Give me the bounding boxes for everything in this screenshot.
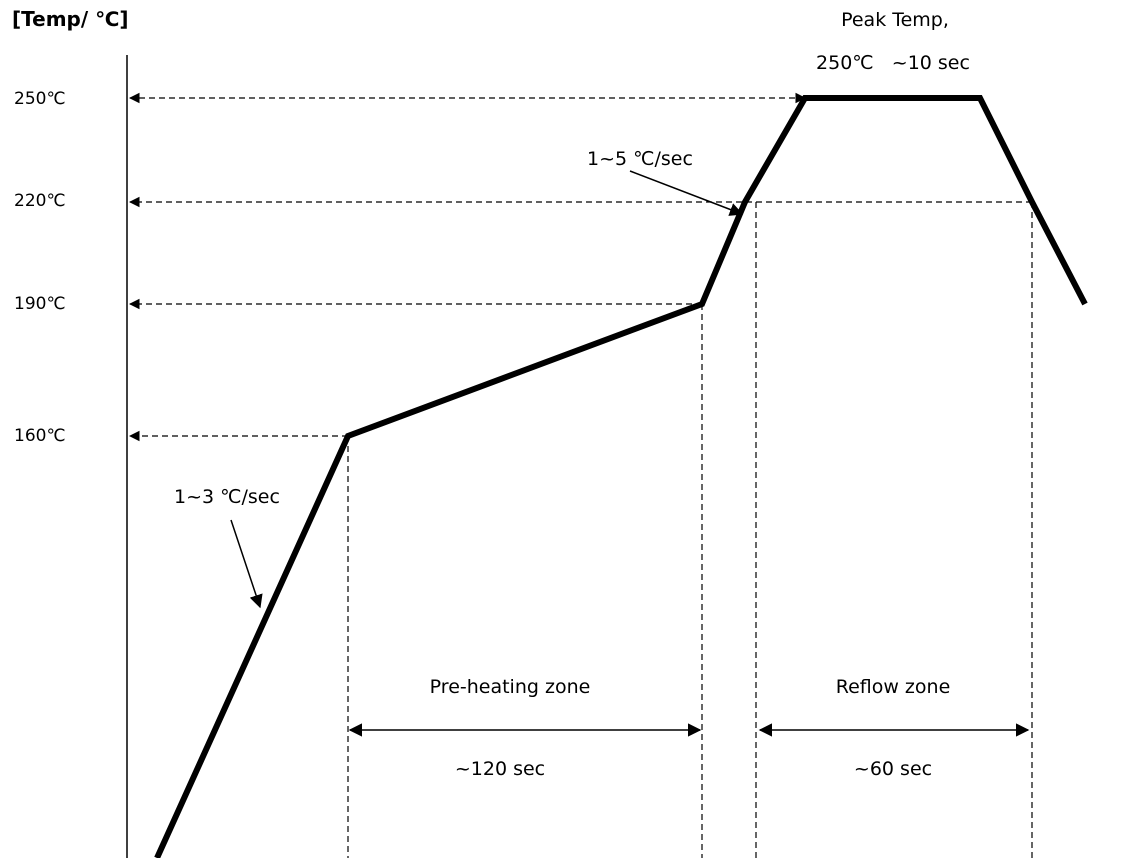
ramp-up-rate-pointer bbox=[230, 519, 263, 609]
preheat-duration-label: ~120 sec bbox=[455, 758, 545, 780]
peak-title: Peak Temp, bbox=[841, 9, 949, 31]
ramp-reflow-rate-pointer bbox=[629, 170, 744, 216]
reflow-zone-label: Reflow zone bbox=[836, 676, 951, 698]
y-tick-label-250: 250℃ bbox=[14, 89, 66, 109]
y-tick-label-190: 190℃ bbox=[14, 294, 66, 314]
y-tick-label-160: 160℃ bbox=[14, 426, 66, 446]
ramp-reflow-rate-label: 1~5 ℃/sec bbox=[587, 148, 693, 170]
ramp-up-rate-label: 1~3 ℃/sec bbox=[174, 486, 280, 508]
y-tick-label-220: 220℃ bbox=[14, 191, 66, 211]
y-axis-label: [Temp/ ℃] bbox=[12, 7, 128, 31]
temperature-profile-line bbox=[154, 95, 1088, 858]
peak-value: 250℃ ~10 sec bbox=[816, 52, 970, 74]
reflow-duration-label: ~60 sec bbox=[854, 758, 932, 780]
preheat-zone-label: Pre-heating zone bbox=[430, 676, 591, 698]
